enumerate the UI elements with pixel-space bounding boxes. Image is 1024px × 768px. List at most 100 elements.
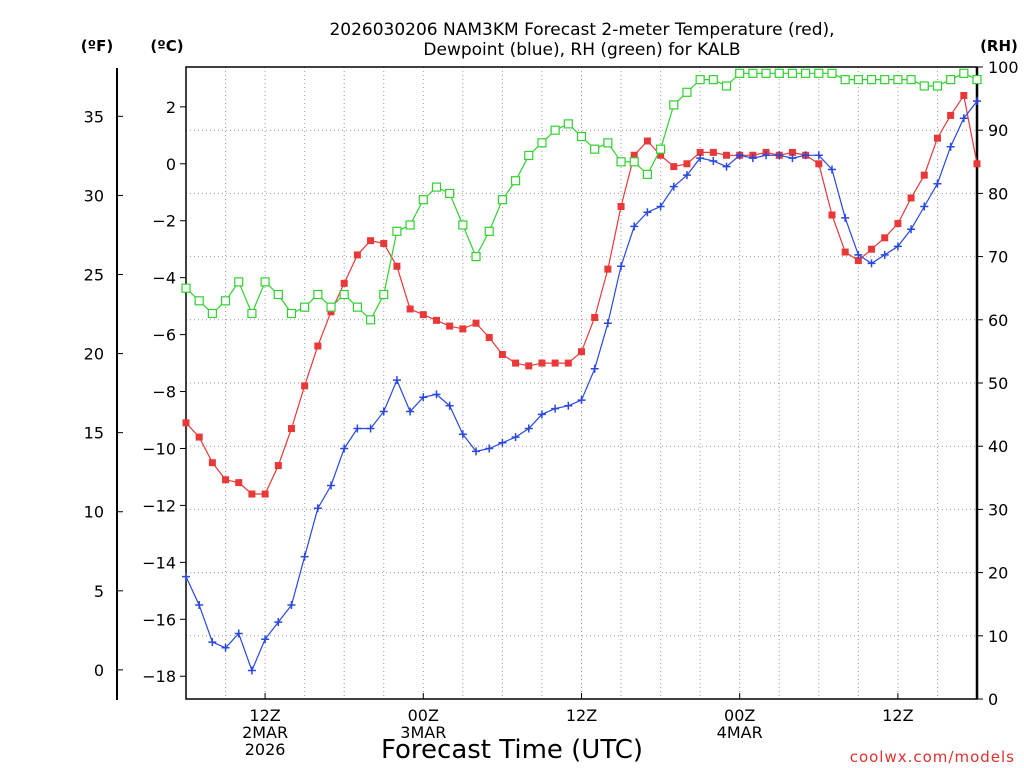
rh-point xyxy=(392,226,402,236)
temperature-point xyxy=(868,245,876,253)
dewpoint-point xyxy=(946,142,955,151)
temperature-point xyxy=(195,433,203,441)
rh-point xyxy=(866,75,877,85)
temperature-point xyxy=(973,160,981,168)
celsius-tick-label: −18 xyxy=(142,667,176,686)
rh-point xyxy=(484,226,494,236)
temperature-point xyxy=(248,490,256,498)
temperature-point xyxy=(512,359,520,367)
dewpoint-point xyxy=(287,601,296,610)
temperature-point xyxy=(630,151,638,159)
dewpoint-point xyxy=(973,97,981,106)
dewpoint-point xyxy=(722,162,731,171)
dewpoint-point xyxy=(656,202,665,211)
rh-point xyxy=(959,68,969,78)
rh-point xyxy=(682,87,692,97)
x-tick-label: 12Z xyxy=(249,706,280,725)
temperature-point xyxy=(261,490,269,498)
rh-point xyxy=(379,289,389,300)
credit-label: coolwx.com/models xyxy=(850,748,1015,766)
temperature-point xyxy=(841,248,849,256)
celsius-tick-label: −4 xyxy=(152,269,176,288)
rh-point xyxy=(510,176,521,186)
series-layer xyxy=(181,68,982,675)
rh-point xyxy=(972,75,982,85)
fahrenheit-tick-label: 30 xyxy=(84,186,104,205)
rh-point xyxy=(418,195,428,205)
temperature-point xyxy=(657,151,665,159)
temperature-point xyxy=(881,234,889,242)
rh-tick-label: 70 xyxy=(988,248,1008,267)
dewpoint-point xyxy=(472,447,481,456)
dewpoint-point xyxy=(392,376,401,385)
dewpoint-point xyxy=(524,424,533,433)
dewpoint-point xyxy=(841,213,850,222)
dewpoint-point xyxy=(748,154,757,163)
dewpoint-point xyxy=(788,154,797,163)
temperature-point xyxy=(683,160,691,168)
dewpoint-point xyxy=(827,165,836,174)
rh-point xyxy=(906,75,916,85)
temperature-point xyxy=(274,462,282,470)
rh-tick-label: 40 xyxy=(988,437,1008,456)
dewpoint-point xyxy=(867,259,876,268)
temperature-point xyxy=(947,111,955,119)
temperature-point xyxy=(459,325,467,333)
dewpoint-point xyxy=(406,407,415,416)
fahrenheit-tick-labels: 35 30 25 20 15 10 5 0 xyxy=(84,107,104,680)
dewpoint-point xyxy=(221,643,230,652)
x-tick-label: 3MAR xyxy=(400,723,446,742)
temperature-point xyxy=(314,342,322,350)
temperature-point xyxy=(182,419,190,427)
rh-point xyxy=(814,68,824,78)
rh-point xyxy=(286,308,297,319)
rh-point xyxy=(207,308,217,319)
rh-point xyxy=(471,252,481,262)
axes xyxy=(116,66,983,700)
dewpoint-point xyxy=(274,618,283,627)
rh-point xyxy=(181,283,191,293)
rh-point xyxy=(405,220,415,230)
dewpoint-point xyxy=(920,202,929,211)
temperature-point xyxy=(604,265,612,273)
rh-tick-label: 60 xyxy=(988,311,1008,330)
x-axis-label: Forecast Time (UTC) xyxy=(381,735,643,765)
fahrenheit-tick-label: 0 xyxy=(94,661,104,680)
rh-point xyxy=(563,119,573,129)
rh-point xyxy=(827,68,837,78)
rh-point xyxy=(431,182,442,192)
dewpoint-point xyxy=(261,635,270,644)
x-tick-label: 12Z xyxy=(882,706,913,725)
rh-unit-label: (RH) xyxy=(980,37,1018,55)
temperature-point xyxy=(287,425,295,433)
temperature-point xyxy=(327,308,335,316)
dewpoint-point xyxy=(603,319,612,328)
dewpoint-point xyxy=(735,151,744,160)
temperature-point xyxy=(301,382,309,390)
temperature-point xyxy=(538,359,546,367)
rh-point xyxy=(880,75,890,85)
fahrenheit-unit-label: (ºF) xyxy=(81,37,113,55)
dewpoint-point xyxy=(643,208,652,217)
temperature-point xyxy=(723,151,731,159)
temperature-point xyxy=(340,279,348,287)
dewpoint-point xyxy=(617,262,626,271)
rh-tick-label: 10 xyxy=(988,627,1008,646)
temperature-point xyxy=(380,240,388,248)
fahrenheit-tick-label: 35 xyxy=(84,107,104,126)
dewpoint-point xyxy=(775,151,784,160)
rh-point xyxy=(932,81,943,91)
rh-point xyxy=(234,277,244,287)
dewpoint-point xyxy=(959,114,968,123)
dewpoint-point xyxy=(511,433,520,442)
rh-point xyxy=(695,75,705,85)
celsius-tick-label: −14 xyxy=(142,553,176,572)
rh-point xyxy=(194,296,204,306)
temperature-point xyxy=(235,479,243,487)
celsius-tick-label: −10 xyxy=(142,439,176,458)
fahrenheit-tick-label: 10 xyxy=(84,503,104,522)
dewpoint-point xyxy=(682,171,691,180)
rh-point xyxy=(220,296,231,306)
dewpoint-point xyxy=(696,154,705,163)
